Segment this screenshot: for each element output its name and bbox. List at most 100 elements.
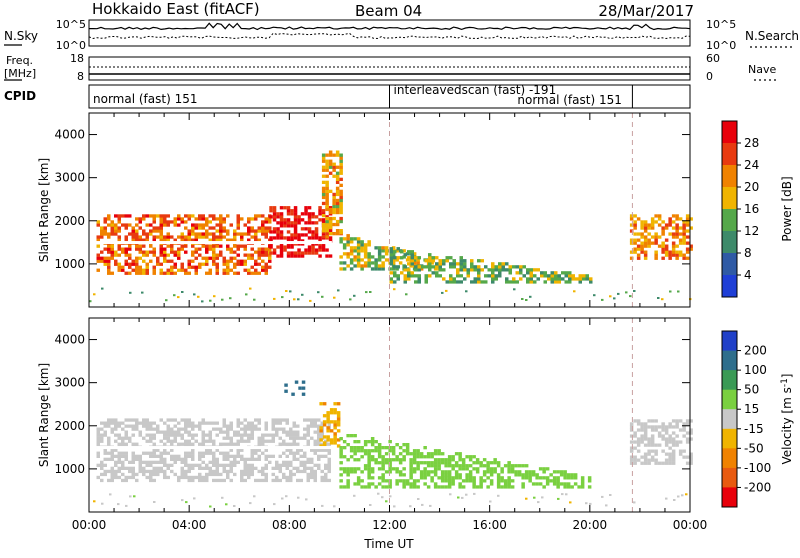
velocity-cell — [185, 501, 188, 504]
power-cell — [388, 267, 392, 271]
velocity-cell — [128, 466, 132, 470]
power-cell — [170, 244, 174, 248]
power-cell — [300, 212, 305, 216]
velocity-cell — [689, 461, 693, 465]
power-cell — [389, 250, 393, 254]
velocity-cell — [570, 485, 574, 489]
velocity-cell — [507, 485, 511, 489]
velocity-cell — [254, 466, 258, 470]
power-cell — [293, 206, 298, 210]
velocity-cell — [124, 478, 128, 483]
velocity-cell — [268, 439, 272, 443]
freq-tick-low: 8 — [77, 70, 84, 83]
velocity-cell — [124, 466, 128, 470]
velocity-cell — [128, 460, 132, 464]
velocity-cell — [402, 458, 406, 462]
velocity-cell — [367, 470, 371, 474]
power-cell — [435, 274, 439, 278]
velocity-cell — [114, 448, 118, 452]
velocity-cell — [285, 418, 289, 422]
power-cell — [293, 233, 298, 237]
power-cell — [152, 235, 156, 239]
velocity-cell — [219, 430, 223, 434]
velocity-cell — [145, 427, 149, 431]
power-cell — [304, 212, 308, 216]
power-cell — [512, 265, 516, 269]
power-cell — [328, 159, 333, 163]
power-cell — [449, 265, 453, 269]
power-cell — [205, 235, 209, 239]
power-cell — [661, 229, 665, 233]
power-cell — [393, 250, 397, 254]
power-cell — [529, 268, 533, 272]
power-cell — [247, 232, 251, 236]
velocity-cell — [322, 444, 327, 448]
velocity-cell — [643, 443, 648, 447]
velocity-cell — [96, 430, 100, 434]
velocity-cell — [465, 473, 469, 477]
velocity-cell — [671, 437, 676, 441]
power-cell — [159, 253, 163, 257]
velocity-cell — [664, 440, 669, 444]
velocity-cell — [156, 454, 160, 458]
power-cell — [400, 271, 404, 275]
velocity-cell — [514, 470, 518, 474]
velocity-cell — [661, 425, 665, 429]
velocity-cell — [465, 479, 469, 483]
power-cell — [307, 206, 312, 210]
power-cell — [393, 280, 397, 284]
velocity-cell — [233, 460, 237, 464]
velocity-cell — [254, 427, 258, 431]
power-cell — [149, 232, 153, 236]
power-cell — [187, 259, 191, 263]
power-cell — [654, 241, 658, 245]
velocity-cell — [299, 469, 303, 474]
cpid-segment-label: normal (fast) 151 — [93, 92, 197, 106]
velocity-cell — [367, 485, 371, 489]
velocity-cell — [336, 417, 341, 421]
velocity-cell — [643, 458, 648, 462]
x-tick-label: 12:00 — [372, 518, 407, 532]
power-cell — [650, 226, 655, 230]
velocity-cell — [650, 458, 655, 462]
velocity-cell — [264, 466, 268, 470]
power-cell — [494, 268, 498, 272]
velocity-cell — [580, 479, 585, 483]
power-cell — [685, 214, 690, 218]
power-cell — [643, 229, 648, 233]
power-cell — [254, 259, 258, 263]
velocity-cell — [250, 463, 254, 467]
velocity-cell — [142, 466, 146, 470]
velocity-cell — [393, 505, 396, 508]
velocity-cell — [559, 470, 564, 474]
velocity-cell — [689, 437, 693, 441]
velocity-cell — [329, 420, 334, 424]
velocity-cell — [447, 470, 452, 474]
velocity-cell — [208, 472, 212, 477]
velocity-cell — [336, 414, 341, 418]
power-cell — [318, 212, 322, 216]
velocity-cell — [121, 436, 125, 440]
power-cell — [321, 295, 324, 298]
power-cell — [325, 168, 329, 172]
velocity-cell — [324, 475, 328, 480]
power-cell — [236, 217, 240, 221]
velocity-cell — [250, 427, 254, 431]
nsky-trace — [89, 22, 691, 31]
velocity-cell — [419, 461, 424, 465]
velocity-cell — [327, 478, 331, 483]
power-cell — [187, 214, 191, 218]
power-cell — [226, 265, 230, 269]
power-cell — [201, 235, 205, 239]
velocity-cell — [402, 482, 406, 486]
power-cell — [257, 238, 261, 242]
velocity-cell — [152, 442, 156, 446]
velocity-cell — [236, 439, 240, 443]
power-cell — [290, 254, 294, 258]
power-cell — [685, 223, 690, 227]
power-cell — [243, 223, 247, 227]
velocity-cell — [250, 451, 254, 455]
power-cell — [145, 223, 149, 227]
